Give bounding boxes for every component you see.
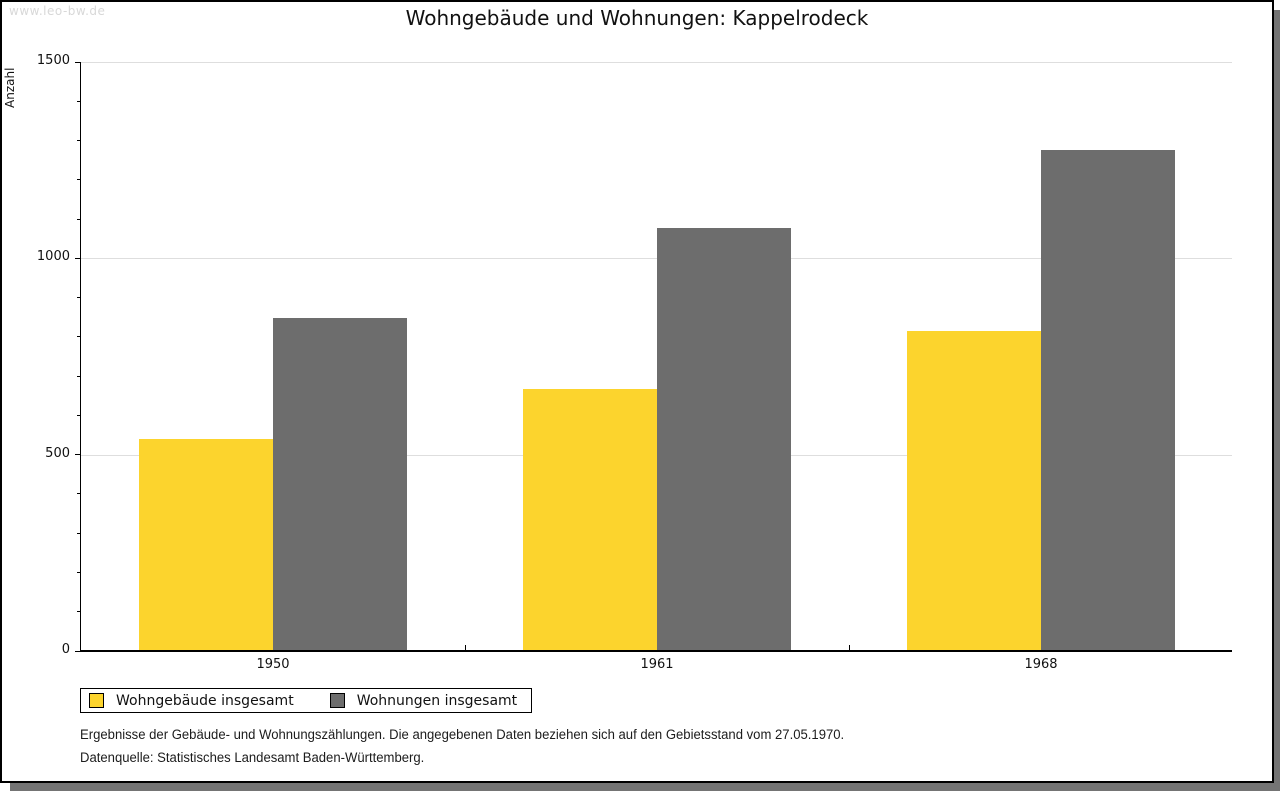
- y-minor-tick-800: [77, 336, 81, 338]
- bar-1961-wohnungen: [657, 227, 792, 651]
- y-tick-label-0: 0: [61, 642, 70, 657]
- legend-label: Wohngebäude insgesamt: [116, 692, 294, 709]
- legend-label: Wohnungen insgesamt: [356, 692, 518, 709]
- bar-1950-wohnungen: [273, 318, 408, 651]
- x-boundary-tick-2: [849, 645, 850, 651]
- y-minor-tick-700: [77, 375, 81, 377]
- bar-1968-wohnungen: [1041, 149, 1176, 651]
- x-tick-label-1961: 1961: [640, 657, 674, 672]
- y-major-tick-500: [75, 454, 81, 456]
- y-tick-label-500: 500: [45, 445, 70, 461]
- y-minor-tick-1100: [77, 218, 81, 220]
- x-tick-label-1968: 1968: [1024, 657, 1058, 672]
- wohngebaeude-swatch-icon: [89, 693, 104, 708]
- y-minor-tick-1300: [77, 140, 81, 142]
- x-boundary-tick-1: [465, 645, 466, 651]
- y-minor-tick-400: [77, 493, 81, 495]
- legend-entry-wohngebaeude: Wohngebäude insgesamt: [89, 693, 294, 709]
- x-axis-line: [80, 650, 1232, 652]
- gridline-1000: [81, 258, 1232, 260]
- y-minor-tick-100: [77, 611, 81, 613]
- y-minor-tick-300: [77, 532, 81, 534]
- wohnungen-swatch-icon: [329, 693, 345, 708]
- gridline-1500: [81, 62, 1232, 63]
- legend: Wohngebäude insgesamt Wohnungen insgesamt: [80, 688, 533, 713]
- y-tick-label-1000: 1000: [36, 249, 70, 265]
- plot-area: 1950 1961 1968: [75, 61, 1232, 672]
- y-minor-tick-200: [77, 571, 81, 573]
- y-minor-tick-900: [77, 297, 81, 299]
- y-minor-tick-1400: [77, 100, 81, 102]
- bar-1968-wohngebaeude: [906, 330, 1041, 651]
- y-minor-tick-1200: [77, 179, 81, 181]
- y-minor-tick-600: [77, 414, 81, 416]
- y-major-tick-1500: [75, 61, 81, 63]
- bar-1961-wohngebaeude: [522, 388, 657, 651]
- chart-title: Wohngebäude und Wohnungen: Kappelrodeck: [405, 6, 869, 30]
- footer-source: Datenquelle: Statistisches Landesamt Bad…: [80, 750, 425, 765]
- y-major-tick-0: [75, 650, 81, 652]
- legend-entry-wohnungen: Wohnungen insgesamt: [329, 692, 518, 709]
- footer-note: Ergebnisse der Gebäude- und Wohnungszähl…: [80, 727, 845, 742]
- y-tick-label-1500: 1500: [36, 53, 70, 68]
- watermark: www.leo-bw.de: [9, 4, 106, 18]
- x-tick-label-1950: 1950: [256, 657, 290, 672]
- bar-1950-wohngebaeude: [138, 438, 273, 651]
- y-major-tick-1000: [75, 257, 81, 259]
